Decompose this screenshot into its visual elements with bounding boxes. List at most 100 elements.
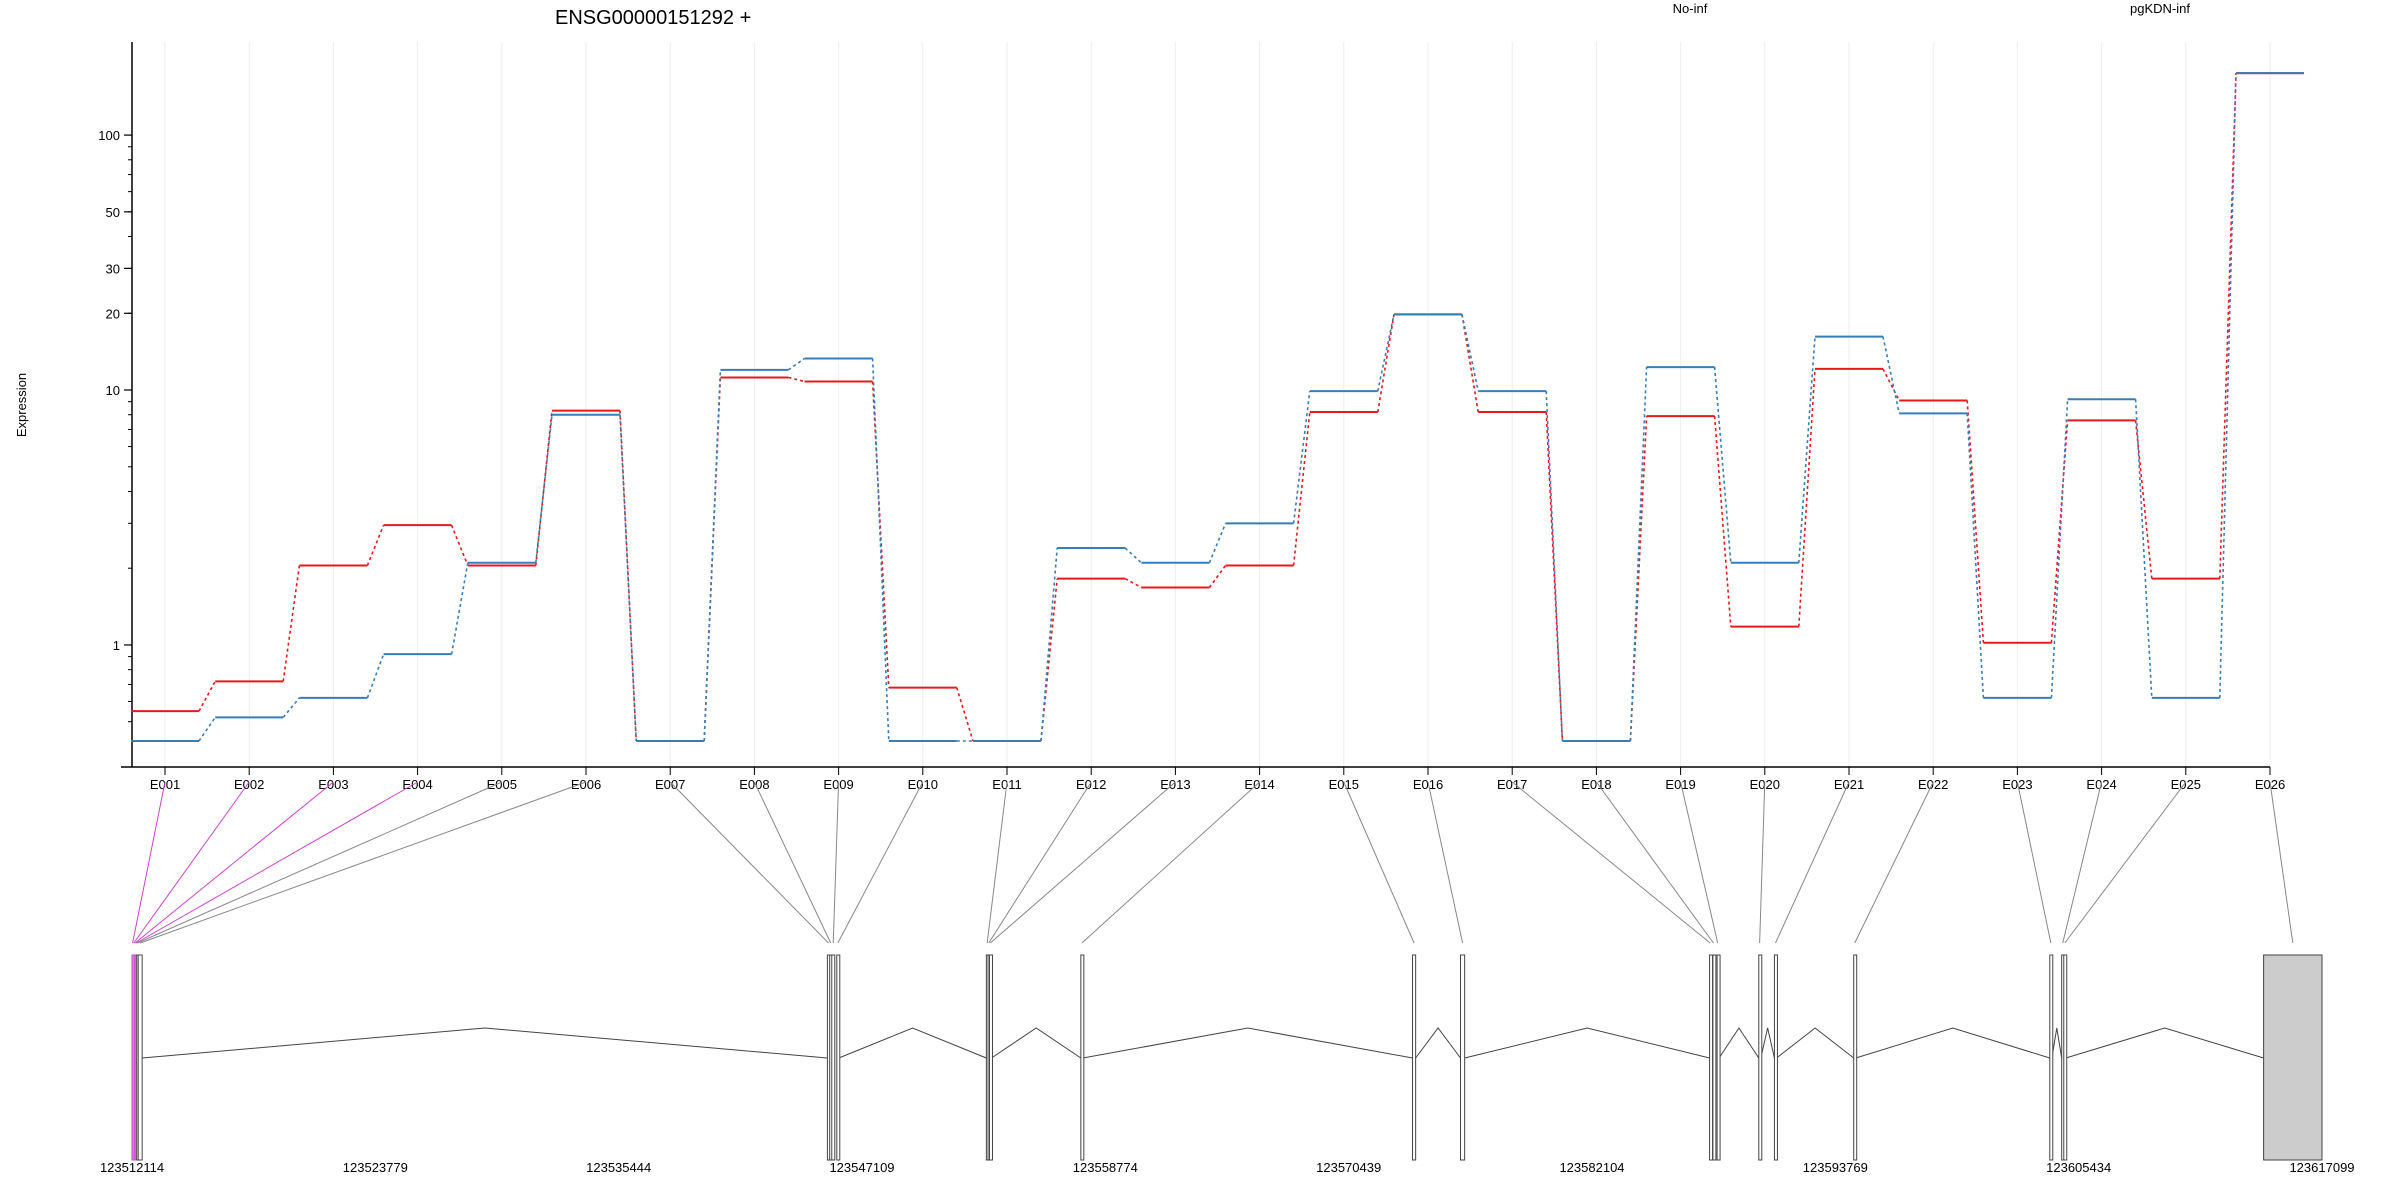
exon-labels: E001E002E003E004E005E006E007E008E009E010…	[150, 777, 2285, 792]
intron	[1776, 1027, 1855, 1059]
genomic-tick-label: 123570439	[1316, 1160, 1381, 1175]
intron	[1464, 1027, 1710, 1059]
gene-model	[131, 954, 2323, 1161]
intron	[838, 1027, 987, 1059]
intron	[991, 1027, 1082, 1059]
series-connector	[1208, 565, 1227, 588]
connector-e014	[1081, 781, 1260, 944]
connector-e009	[832, 781, 840, 944]
connector-e023	[2016, 781, 2052, 944]
series-connector	[619, 410, 637, 742]
series-connector	[198, 680, 216, 712]
legend-entry-no-inf: No-inf	[1673, 1, 1708, 16]
exon-label-e004: E004	[402, 777, 432, 792]
genomic-tick-label: 123523779	[343, 1160, 408, 1175]
exon-connector-lines	[132, 781, 2294, 944]
exon-block-e013	[988, 954, 993, 1161]
genomic-axis: 123512114 123523779 123535444 123547109 1235…	[100, 1160, 2355, 1175]
connector-e006	[139, 781, 587, 944]
series-connector	[1713, 367, 1732, 563]
exon-label-e023: E023	[2002, 777, 2032, 792]
intron	[1415, 1027, 1461, 1059]
series-connector	[1713, 416, 1732, 627]
legend-entry-pgkdn-inf: pgKDN-inf	[2130, 1, 2190, 16]
exon-label-e019: E019	[1665, 777, 1695, 792]
exon-label-e008: E008	[739, 777, 769, 792]
connector-e013	[989, 781, 1176, 944]
connector-e026	[2269, 781, 2294, 944]
exon-block-e017	[1709, 954, 1714, 1161]
connector-e007	[669, 781, 829, 944]
connector-e020	[1759, 781, 1766, 944]
connector-e005	[137, 781, 503, 944]
series-connector	[2219, 73, 2237, 579]
series-connector	[1966, 413, 1985, 698]
series-connector	[1292, 411, 1311, 566]
series-connector	[1966, 400, 1985, 643]
series-connector	[871, 358, 890, 742]
exon-block-e021	[1773, 954, 1778, 1161]
genomic-tick-label: 123512114	[100, 1160, 164, 1175]
genomic-tick-label: 123558774	[1073, 1160, 1138, 1175]
intron	[1760, 1027, 1775, 1059]
exon-label-e003: E003	[318, 777, 348, 792]
series-connector	[1798, 368, 1816, 627]
y-tick-label: 30	[106, 261, 120, 276]
series-connector	[619, 414, 637, 742]
exon-label-e010: E010	[908, 777, 938, 792]
connector-e024	[2062, 781, 2103, 944]
connector-e002	[133, 781, 250, 944]
exon-label-e022: E022	[1918, 777, 1948, 792]
series-connector	[703, 369, 722, 742]
connector-e017	[1511, 781, 1711, 944]
series-connector	[282, 565, 301, 682]
intron	[142, 1027, 828, 1059]
exon-label-e025: E025	[2171, 777, 2201, 792]
connector-e001	[132, 781, 166, 944]
series-connector	[198, 716, 216, 742]
series-connector	[366, 653, 385, 699]
exon-label-e018: E018	[1581, 777, 1611, 792]
series-connector	[535, 410, 553, 566]
connector-e025	[2064, 781, 2187, 944]
exon-label-e006: E006	[571, 777, 601, 792]
intron	[1855, 1027, 2050, 1059]
series-connector	[1545, 391, 1564, 742]
series-no-inf	[131, 72, 2304, 742]
intron	[2051, 1027, 2063, 1059]
exon-label-e012: E012	[1076, 777, 1106, 792]
series-connector	[1040, 547, 1058, 742]
connector-e008	[753, 781, 832, 944]
series-connector	[1461, 314, 1479, 413]
intron	[1718, 1027, 1760, 1059]
series-connector	[535, 414, 553, 563]
series-lines	[131, 72, 2304, 742]
exon-block-e023	[2049, 954, 2054, 1161]
series-connector	[2050, 420, 2069, 643]
exon-label-e016: E016	[1413, 777, 1443, 792]
y-tick-label: 20	[106, 306, 120, 321]
genomic-tick-label: 123535444	[586, 1160, 651, 1175]
exon-label-e024: E024	[2086, 777, 2116, 792]
connector-e004	[135, 781, 418, 944]
genomic-tick-label: 123593769	[1803, 1160, 1868, 1175]
connector-e021	[1775, 781, 1850, 944]
series-connector	[2219, 73, 2237, 698]
exon-block-e006	[137, 954, 143, 1161]
series-connector	[2134, 420, 2153, 579]
exon-block-e022	[1853, 954, 1858, 1161]
series-connector	[1124, 577, 1142, 589]
series-connector	[450, 562, 469, 655]
exon-block-e010	[836, 954, 841, 1161]
exon-block-e016	[1459, 954, 1466, 1161]
y-tick-label: 50	[106, 205, 120, 220]
series-connector	[1377, 314, 1395, 392]
genomic-tick-label: 123617099	[2289, 1160, 2354, 1175]
chart-title: ENSG00000151292 +	[555, 7, 751, 29]
exon-block-e018	[1712, 954, 1717, 1161]
series-connector	[1545, 411, 1564, 742]
exon-label-e005: E005	[487, 777, 517, 792]
exon-block-e009	[831, 954, 836, 1161]
series-connector	[1292, 391, 1311, 524]
